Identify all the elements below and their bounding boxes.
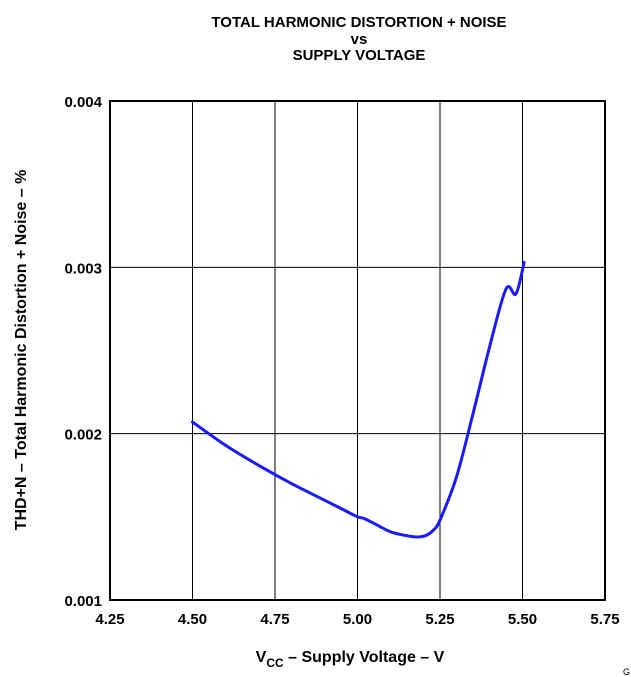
chart-title-line-2: vs bbox=[351, 31, 368, 48]
x-tick-label: 4.75 bbox=[260, 611, 289, 628]
x-tick-label: 5.25 bbox=[425, 611, 454, 628]
series-line bbox=[191, 260, 526, 539]
x-tick-label: 5.75 bbox=[590, 611, 619, 628]
grid-lines bbox=[109, 100, 606, 601]
y-tick-label: 0.001 bbox=[64, 593, 102, 610]
x-axis-label-subscript: CC bbox=[266, 656, 284, 670]
x-axis-label: VCC – Supply Voltage – V bbox=[256, 649, 445, 670]
x-tick-label: 5.50 bbox=[508, 611, 537, 628]
x-tick-label: 4.25 bbox=[95, 611, 124, 628]
corner-mark: G bbox=[623, 667, 630, 677]
chart-title-line-1: TOTAL HARMONIC DISTORTION + NOISE bbox=[211, 14, 506, 31]
x-tick-labels: 4.25 4.50 4.75 5.00 5.25 5.50 5.75 bbox=[95, 611, 619, 628]
x-axis-label-rest: – Supply Voltage – V bbox=[284, 649, 445, 666]
plot-frame bbox=[109, 100, 606, 601]
x-tick-label: 4.50 bbox=[178, 611, 207, 628]
y-tick-label: 0.004 bbox=[64, 94, 102, 111]
y-axis-label: THD+N – Total Harmonic Distortion + Nois… bbox=[13, 170, 30, 531]
y-tick-labels: 0.001 0.002 0.003 0.004 bbox=[64, 94, 102, 610]
chart-title-line-3: SUPPLY VOLTAGE bbox=[293, 47, 426, 64]
y-tick-label: 0.003 bbox=[64, 260, 102, 277]
series-group bbox=[191, 260, 526, 539]
x-axis-label-main: V bbox=[256, 649, 267, 666]
x-tick-label: 5.00 bbox=[343, 611, 372, 628]
y-tick-label: 0.002 bbox=[64, 427, 102, 444]
